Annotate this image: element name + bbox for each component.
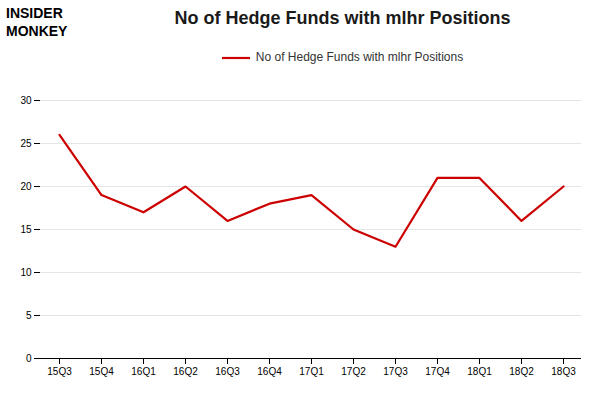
- svg-text:18Q1: 18Q1: [467, 366, 492, 377]
- svg-text:0: 0: [26, 353, 32, 364]
- svg-text:18Q2: 18Q2: [509, 366, 534, 377]
- svg-text:16Q2: 16Q2: [173, 366, 198, 377]
- html-text:MONKEY: MONKEY: [6, 23, 68, 39]
- svg-text:15Q4: 15Q4: [89, 366, 114, 377]
- svg-text:5: 5: [26, 310, 32, 321]
- svg-text:16Q1: 16Q1: [131, 366, 156, 377]
- svg-text:25: 25: [20, 138, 32, 149]
- svg-text:20: 20: [20, 181, 32, 192]
- svg-text:18Q3: 18Q3: [551, 366, 576, 377]
- svg-text:17Q1: 17Q1: [299, 366, 324, 377]
- svg-text:15: 15: [20, 224, 32, 235]
- svg-text:17Q4: 17Q4: [425, 366, 450, 377]
- html-text:No of Hedge Funds with mlhr Po: No of Hedge Funds with mlhr Positions: [174, 8, 511, 28]
- svg-text:10: 10: [20, 267, 32, 278]
- svg-text:17Q3: 17Q3: [383, 366, 408, 377]
- svg-text:17Q2: 17Q2: [341, 366, 366, 377]
- svg-text:15Q3: 15Q3: [47, 366, 72, 377]
- svg-text:30: 30: [20, 95, 32, 106]
- html-text:INSIDER: INSIDER: [6, 5, 63, 21]
- svg-text:16Q4: 16Q4: [257, 366, 282, 377]
- html-text:No of Hedge Funds with mlhr Po: No of Hedge Funds with mlhr Positions: [255, 50, 464, 64]
- svg-text:16Q3: 16Q3: [215, 366, 240, 377]
